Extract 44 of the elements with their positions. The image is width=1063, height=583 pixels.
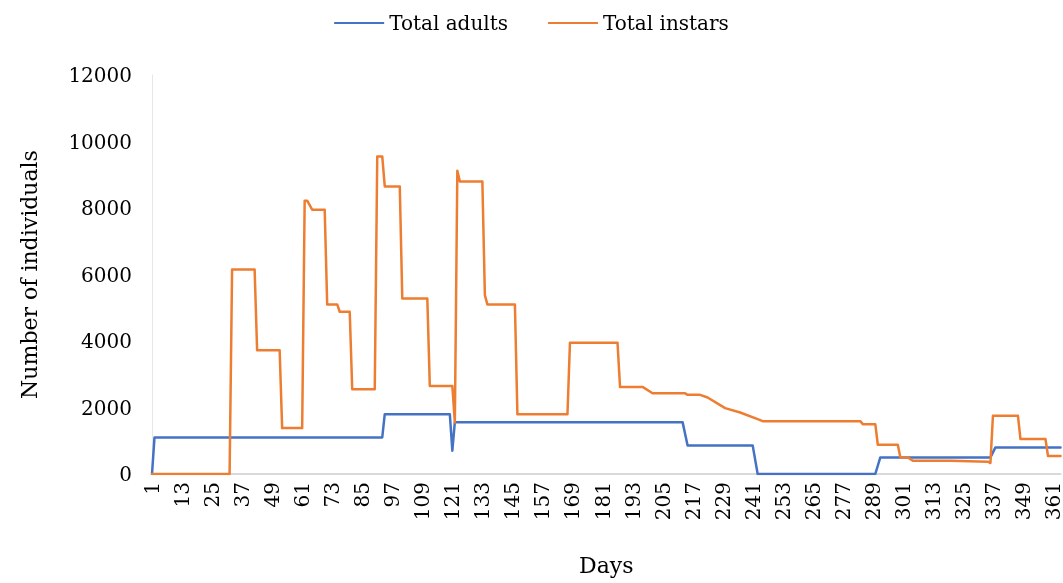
x-tick-label: 361: [1041, 482, 1063, 521]
x-tick-label: 337: [980, 482, 1005, 521]
y-tick-label: 2000: [81, 395, 132, 420]
line-series: [150, 155, 1062, 476]
x-axis-title: Days: [579, 552, 634, 578]
x-tick-label: 253: [770, 482, 795, 521]
x-tick-label: 133: [470, 482, 495, 521]
x-tick-label: 289: [860, 482, 885, 521]
legend-label: Total instars: [602, 11, 729, 35]
x-tick-label: 277: [830, 482, 855, 521]
x-tick-label: 145: [500, 482, 525, 521]
y-tick-label: 4000: [81, 329, 132, 353]
x-tick-label: 61: [290, 482, 315, 508]
y-tick-label: 8000: [81, 196, 132, 220]
x-tick-label: 349: [1010, 482, 1035, 521]
x-tick-label: 49: [260, 482, 285, 508]
x-tick-label: 85: [350, 482, 375, 508]
y-tick-label: 6000: [81, 262, 132, 287]
y-axis-title: Number of individuals: [16, 150, 42, 399]
x-tick-label: 205: [650, 482, 675, 521]
x-tick-label: 313: [920, 482, 945, 521]
x-tick-label: 121: [440, 482, 465, 521]
line-series: [150, 412, 1062, 476]
x-tick-label: 241: [740, 482, 765, 521]
x-tick-label: 157: [530, 482, 555, 521]
x-tick-label: 217: [680, 482, 705, 521]
x-tick-label: 301: [890, 482, 915, 521]
x-tick-label: 265: [800, 482, 825, 521]
x-tick-label: 229: [710, 482, 735, 521]
y-tick-label: 10000: [68, 129, 132, 154]
x-tick-label: 13: [170, 482, 195, 508]
x-tick-label: 325: [950, 482, 975, 521]
y-tick-label: 12000: [68, 63, 132, 87]
y-tick-label: 0: [119, 462, 132, 486]
x-tick-label: 193: [620, 482, 645, 521]
legend-label: Total adults: [389, 11, 508, 35]
x-tick-label: 109: [410, 482, 435, 521]
x-tick-label: 25: [200, 482, 225, 508]
x-tick-label: 181: [590, 482, 615, 521]
x-tick-label: 37: [230, 482, 255, 508]
x-tick-label: 97: [380, 482, 405, 508]
x-tick-label: 73: [320, 482, 345, 508]
x-tick-label: 169: [560, 482, 585, 521]
x-tick-label: 1: [140, 482, 164, 495]
